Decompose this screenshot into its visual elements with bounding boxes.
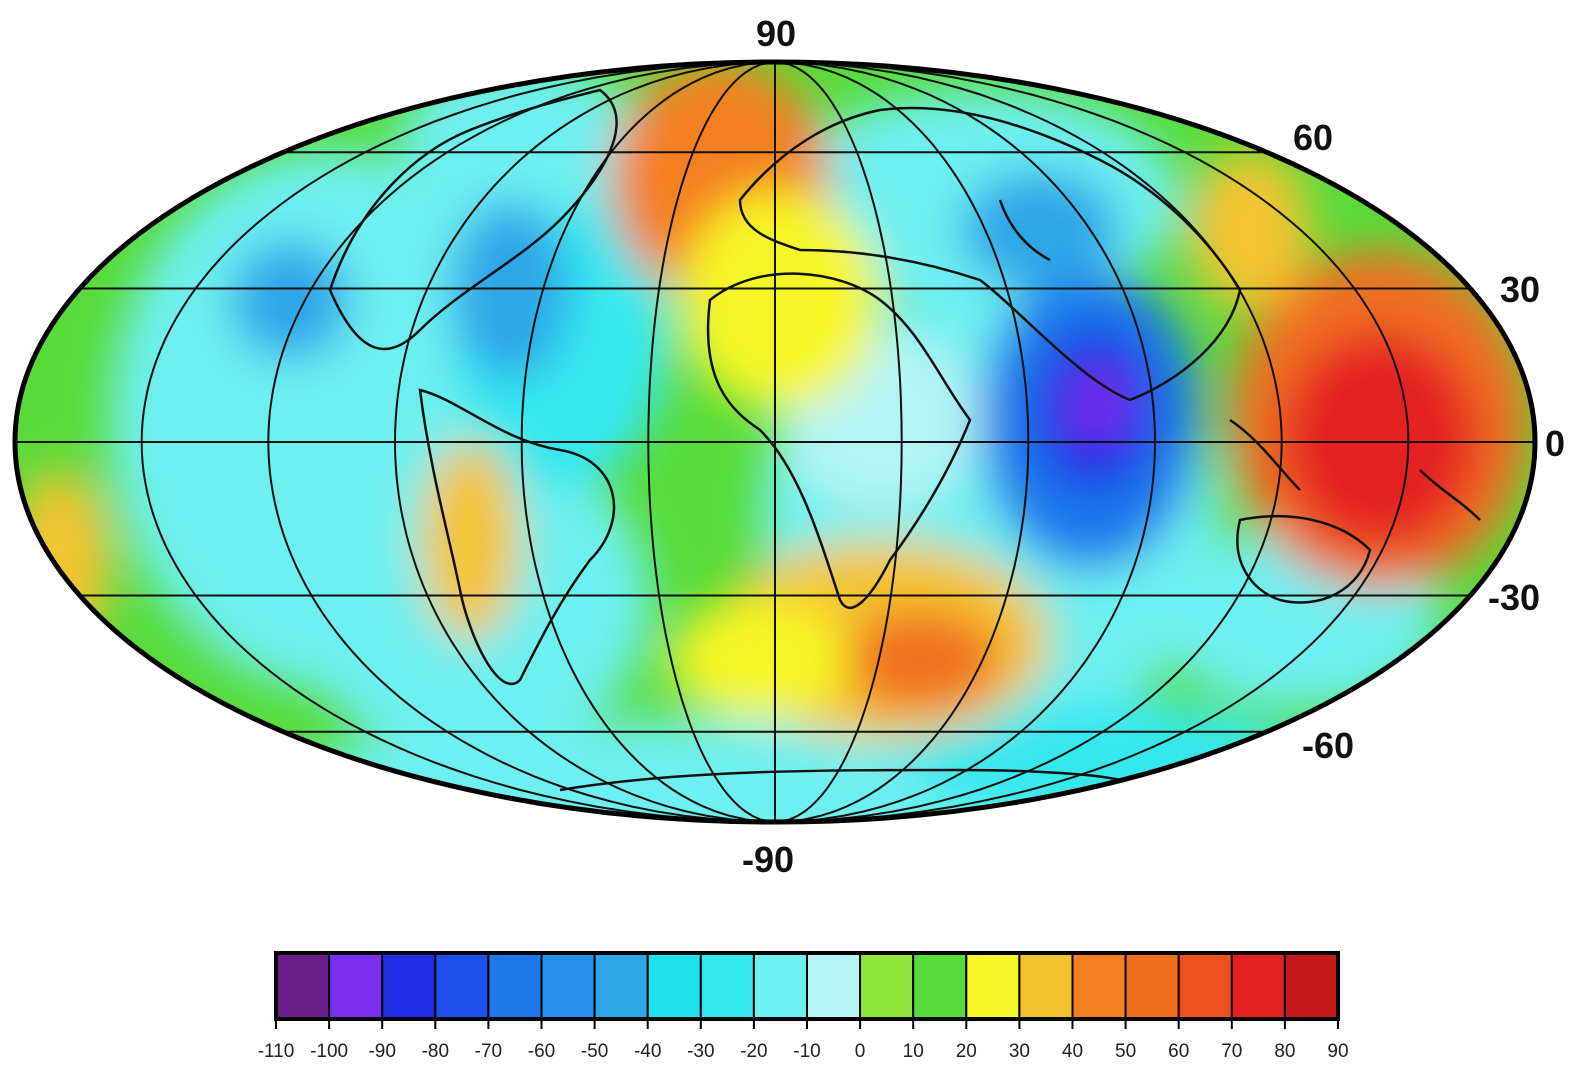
colorbar-tick-label: -70 xyxy=(475,1041,502,1062)
colorbar-tick-label: 0 xyxy=(855,1041,866,1062)
meridian-line xyxy=(520,62,776,822)
colorbar: -110 -100 -90 -80 -70 -60 -50 -40 -30 -20 -10 0 10 20… xyxy=(258,951,1349,1062)
colorbar-tick-label: -100 xyxy=(310,1041,348,1062)
colorbar-tick-label: 10 xyxy=(903,1041,924,1062)
globe-outline xyxy=(12,59,1538,825)
lat-label-minus-30: -30 xyxy=(1488,577,1540,618)
lat-label-minus-90: -90 xyxy=(742,839,794,880)
colorbar-tick-label: 60 xyxy=(1168,1041,1189,1062)
colorbar-tick-label: -20 xyxy=(740,1041,767,1062)
lat-label-90: 90 xyxy=(756,13,796,54)
meridian-line xyxy=(267,62,776,822)
colorbar-swatch xyxy=(434,952,490,1020)
colorbar-swatch xyxy=(1230,952,1286,1020)
colorbar-tick-label: 20 xyxy=(956,1041,977,1062)
colorbar-swatch xyxy=(275,952,331,1020)
colorbar-swatch xyxy=(965,952,1021,1020)
colorbar-swatch xyxy=(1124,952,1180,1020)
colorbar-tick-label: -40 xyxy=(634,1041,661,1062)
colorbar-tick-label: 70 xyxy=(1221,1041,1242,1062)
colorbar-tick-label: -110 xyxy=(258,1041,295,1062)
meridian-line xyxy=(393,62,776,822)
coastlines xyxy=(328,88,1481,792)
meridian-line xyxy=(140,62,776,822)
colorbar-swatch xyxy=(328,952,384,1020)
colorbar-tick-label: -80 xyxy=(422,1041,449,1062)
colorbar-swatch xyxy=(1071,952,1127,1020)
colorbar-swatch xyxy=(646,952,702,1020)
meridian-line xyxy=(774,62,903,822)
colorbar-tick-label: 90 xyxy=(1327,1041,1348,1062)
lat-label-30: 30 xyxy=(1500,269,1540,310)
colorbar-swatch xyxy=(381,952,437,1020)
colorbar-swatch xyxy=(593,952,649,1020)
colorbar-swatch xyxy=(806,952,862,1020)
meridian-line xyxy=(774,62,1157,822)
colorbar-swatch xyxy=(859,952,915,1020)
colorbar-swatch xyxy=(1283,952,1340,1020)
colorbar-tick-label: 50 xyxy=(1115,1041,1136,1062)
meridian-line xyxy=(774,62,1283,822)
colorbar-tick-label: -90 xyxy=(368,1041,395,1062)
colorbar-tick-label: -30 xyxy=(687,1041,714,1062)
meridian-line xyxy=(647,62,776,822)
colorbar-swatch xyxy=(540,952,596,1020)
colorbar-tick-label: 30 xyxy=(1009,1041,1030,1062)
lat-label-minus-60: -60 xyxy=(1302,725,1354,766)
colorbar-swatch xyxy=(752,952,809,1020)
colorbar-swatch xyxy=(1018,952,1074,1020)
meridian-line xyxy=(774,62,1030,822)
colorbar-swatch xyxy=(1177,952,1233,1020)
colorbar-tick-label: -50 xyxy=(581,1041,608,1062)
colorbar-tick-label: 40 xyxy=(1062,1041,1083,1062)
colorbar-tick-label: -60 xyxy=(528,1041,555,1062)
colorbar-tick-label: 80 xyxy=(1274,1041,1295,1062)
colorbar-swatch xyxy=(487,952,543,1020)
lat-label-60: 60 xyxy=(1293,117,1333,158)
colorbar-swatch xyxy=(912,952,968,1020)
colorbar-tick-label: -10 xyxy=(793,1041,820,1062)
colorbar-swatch xyxy=(699,952,755,1020)
meridian-line xyxy=(774,62,1410,822)
lat-label-0: 0 xyxy=(1545,423,1565,464)
